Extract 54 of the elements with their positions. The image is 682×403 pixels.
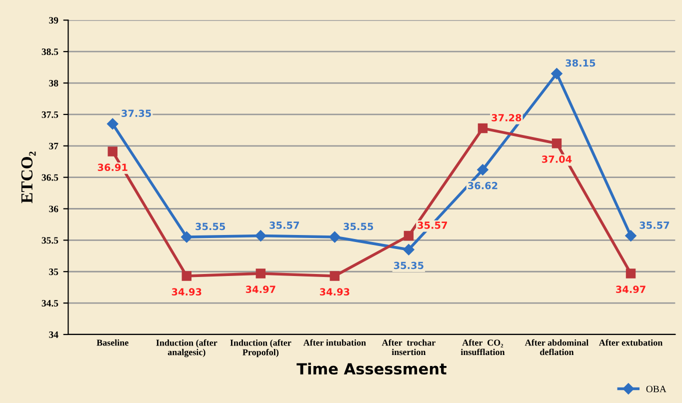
y-tick-label: 37 (49, 142, 58, 150)
data-label: 35.35 (394, 262, 424, 270)
y-axis-title: ETCO₂ (21, 152, 36, 204)
y-tick-label: 38.5 (42, 48, 58, 56)
point (108, 146, 118, 156)
x-tick-label: After abdominal deflation (524, 339, 588, 356)
y-tick-label: 37.5 (42, 111, 58, 118)
y-tick-label: 36.5 (42, 174, 58, 181)
data-label: 37.35 (122, 110, 152, 117)
y-tick-label: 34.5 (42, 300, 58, 307)
x-tick-label: Induction (after Propofol) (230, 339, 292, 358)
x-axis-title: Time Assessment (296, 362, 446, 375)
y-tick-label: 35.5 (42, 237, 58, 244)
data-label: 35.57 (640, 222, 670, 229)
point (626, 268, 636, 278)
x-tick-label: After extubation (598, 339, 663, 346)
point (478, 123, 488, 134)
data-label: 35.57 (270, 222, 299, 229)
point (256, 268, 266, 278)
point (329, 231, 340, 243)
y-tick-label: 34 (49, 331, 58, 338)
x-tick-label: Baseline (96, 339, 128, 346)
x-tick-label: Induction (after analgesic) (156, 339, 218, 358)
point (404, 230, 414, 241)
data-label: 35.57 (418, 222, 448, 229)
y-tick-label: 39 (49, 17, 58, 24)
data-label: 34.93 (172, 288, 202, 296)
point (107, 118, 118, 130)
point (330, 271, 340, 281)
point (255, 230, 266, 242)
point (181, 231, 192, 243)
x-tick-label: After CO₂ insufflation (460, 339, 505, 356)
data-label: 37.28 (492, 114, 522, 122)
point (477, 164, 488, 176)
data-label: 38.15 (566, 59, 596, 67)
data-label: 37.04 (542, 156, 572, 163)
data-label: 36.91 (98, 164, 128, 172)
x-tick-label: After trochar insertion (382, 339, 436, 356)
legend-label: OBA (646, 386, 666, 392)
point (182, 271, 192, 281)
y-tick-label: 36 (49, 206, 58, 212)
data-label: 34.93 (320, 288, 350, 296)
data-label: 36.62 (468, 182, 498, 190)
point (552, 138, 562, 148)
data-label: 35.55 (196, 222, 226, 230)
data-label: 34.97 (616, 286, 646, 293)
point (625, 230, 636, 242)
point (403, 244, 414, 256)
x-tick-label: After intubation (303, 339, 366, 346)
data-label: 35.55 (344, 222, 374, 230)
point (551, 68, 562, 80)
data-label: 34.97 (246, 286, 276, 293)
y-tick-label: 38 (49, 80, 58, 86)
y-tick-label: 35 (49, 268, 58, 276)
